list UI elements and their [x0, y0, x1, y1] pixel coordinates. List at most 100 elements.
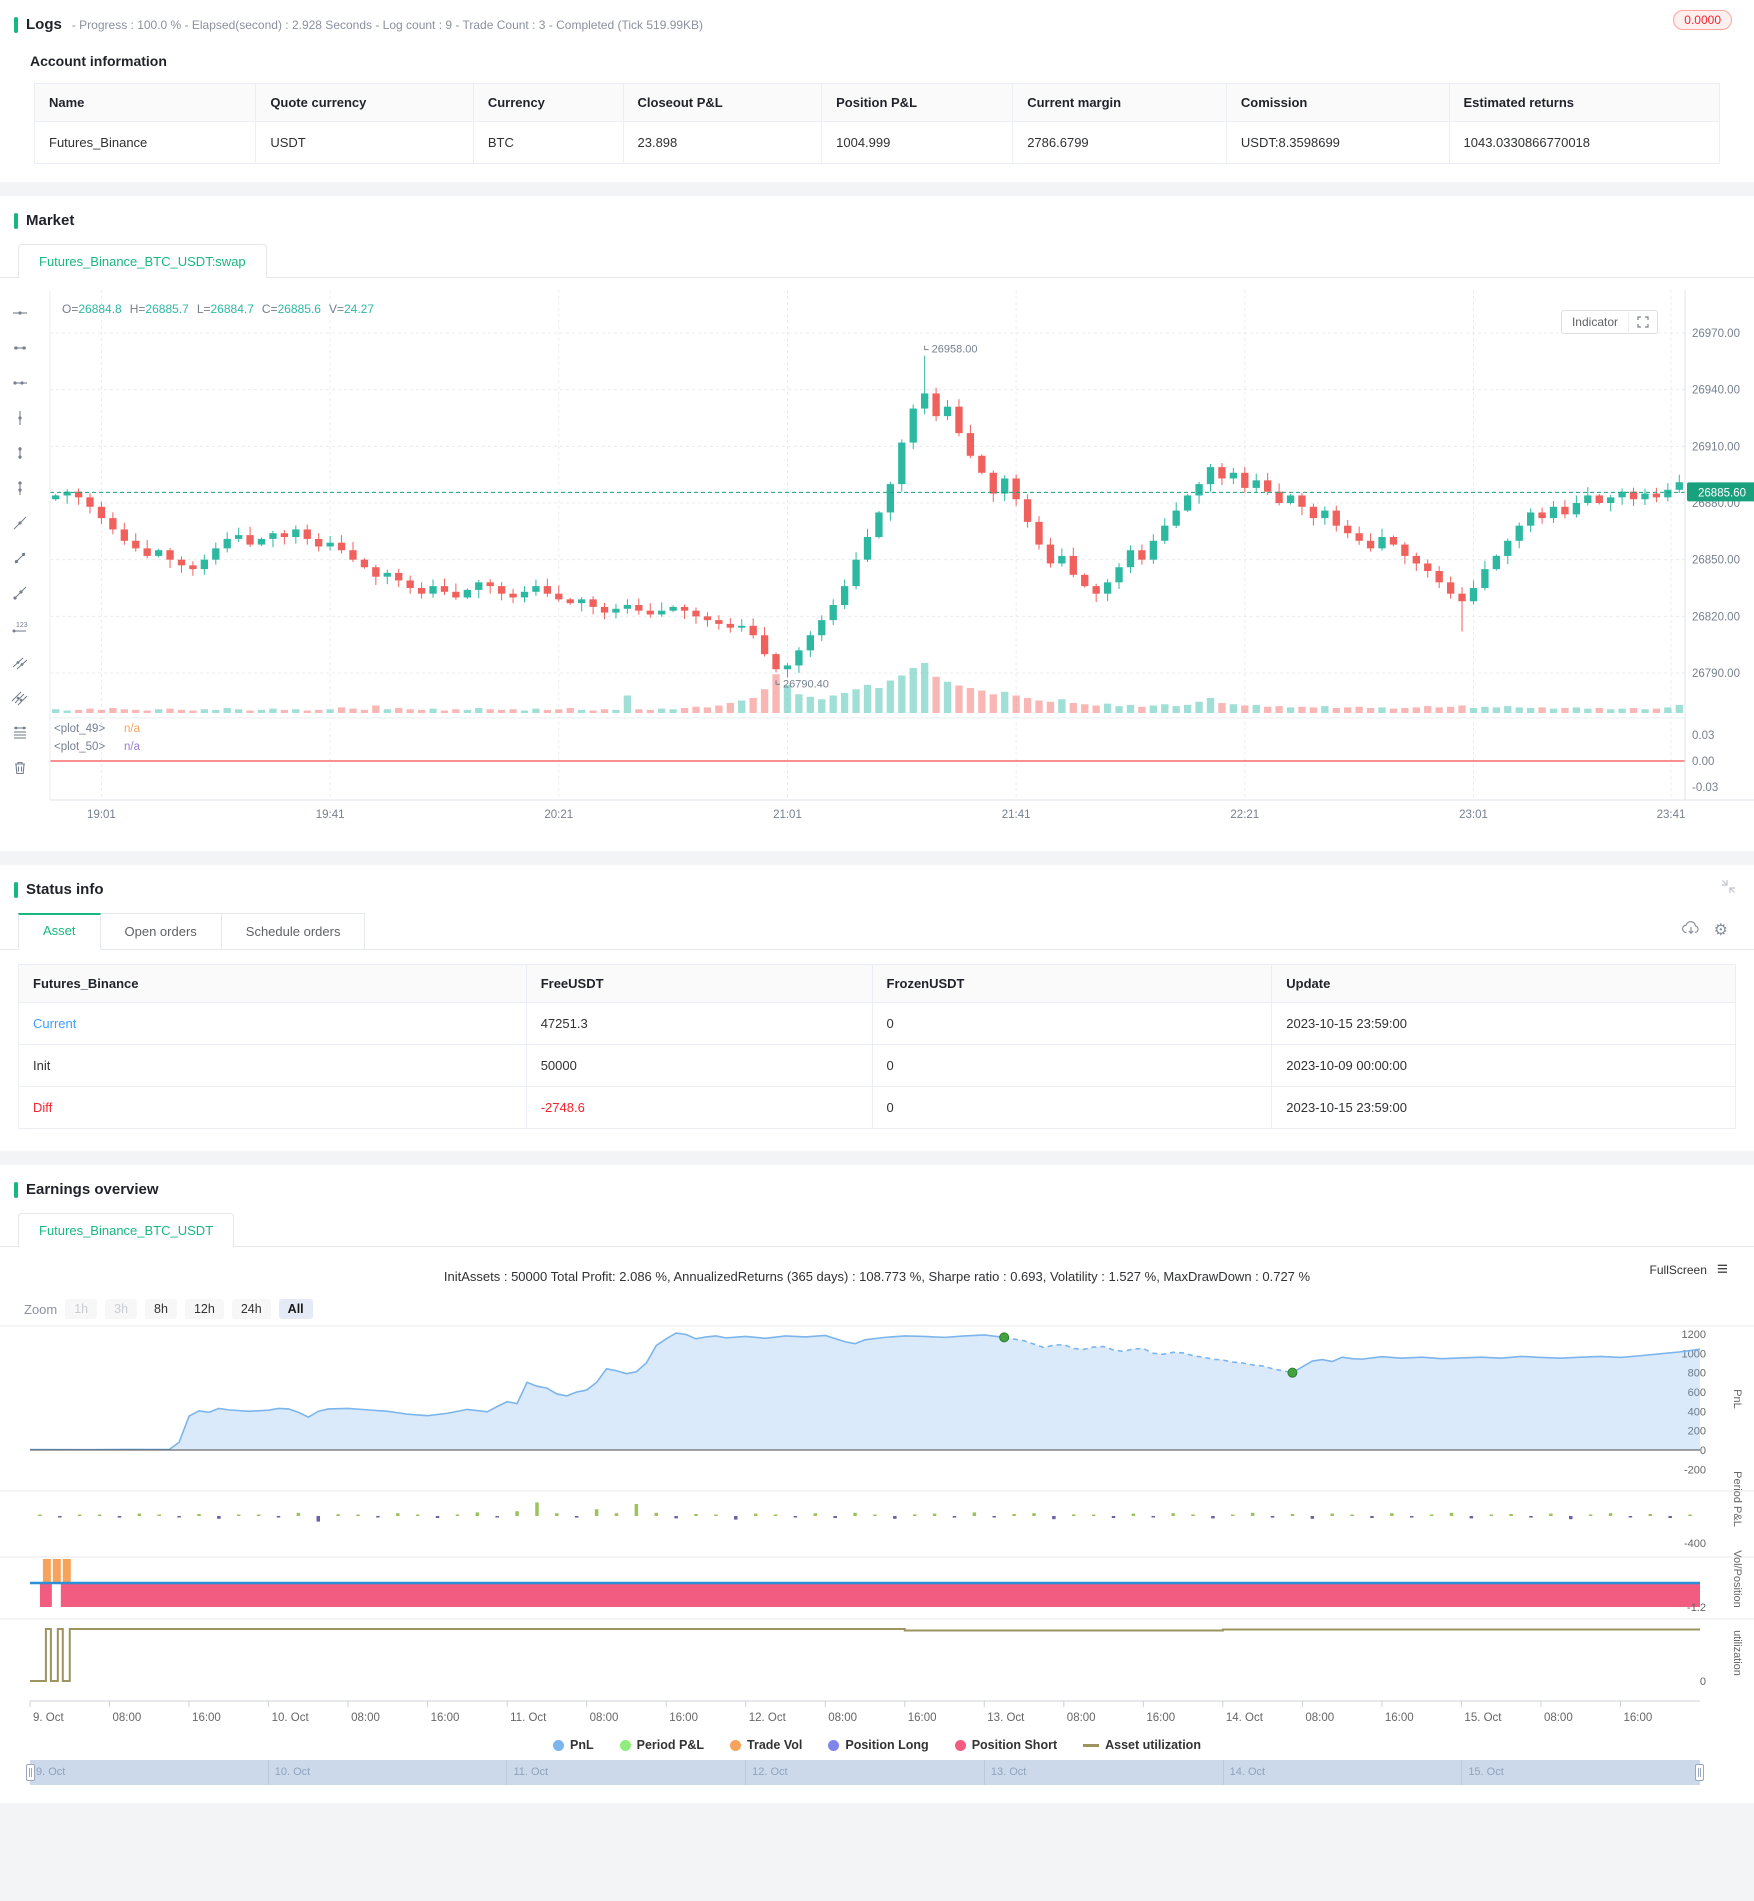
- legend-label: Trade Vol: [747, 1738, 803, 1752]
- tool-horizontal-segment-icon[interactable]: [7, 335, 33, 361]
- tab-asset[interactable]: Asset: [18, 913, 101, 950]
- zoom-8h-button[interactable]: 8h: [145, 1299, 177, 1319]
- tool-horizontal-ray-icon[interactable]: [7, 370, 33, 396]
- zoom-24h-button[interactable]: 24h: [231, 1299, 271, 1319]
- legend-item-asset-utilization[interactable]: Asset utilization: [1083, 1738, 1201, 1752]
- zoom-All-button[interactable]: All: [278, 1299, 313, 1319]
- zoom-3h-button: 3h: [105, 1299, 138, 1319]
- svg-text:14. Oct: 14. Oct: [1226, 1712, 1264, 1724]
- zoom-1h-button: 1h: [65, 1299, 98, 1319]
- account-row: Futures_Binance USDT BTC 23.898 1004.999 2786…: [33, 121, 1720, 164]
- svg-text:08:00: 08:00: [1067, 1712, 1096, 1724]
- tool-horizontal-line-icon[interactable]: [7, 300, 33, 326]
- tool-trend-ray-icon[interactable]: [7, 580, 33, 606]
- account-cell: 1043.0330866770018: [1448, 121, 1720, 164]
- tool-vertical-line-icon[interactable]: [7, 405, 33, 431]
- legend-item-trade-vol[interactable]: Trade Vol: [730, 1738, 802, 1752]
- collapse-icon[interactable]: [1721, 879, 1736, 899]
- tab-schedule-orders[interactable]: Schedule orders: [221, 913, 366, 950]
- svg-text:PnL: PnL: [1731, 1389, 1743, 1409]
- status-row: Diff -2748.6 0 2023-10-15 23:59:00: [18, 1086, 1736, 1129]
- account-header-cell: Position P&L: [821, 83, 1014, 122]
- svg-text:13. Oct: 13. Oct: [987, 1712, 1025, 1724]
- candlestick-chart-area[interactable]: 123 26970.00 26940.00 26910.00 26880.00 2685…: [0, 288, 1754, 833]
- fullscreen-button[interactable]: FullScreen: [1649, 1263, 1707, 1277]
- ohlc-value: 26884.7: [210, 302, 254, 316]
- tab-open-orders[interactable]: Open orders: [100, 913, 222, 950]
- tool-price-label-123-icon[interactable]: 123: [7, 615, 33, 641]
- svg-text:-0.03: -0.03: [1692, 782, 1718, 794]
- svg-text:600: 600: [1688, 1387, 1706, 1399]
- tool-vertical-segment-icon[interactable]: [7, 440, 33, 466]
- svg-text:26850.00: 26850.00: [1692, 555, 1740, 567]
- status-badge: 0.0000: [1673, 10, 1732, 30]
- ohlc-label: L=: [196, 302, 211, 316]
- earnings-symbol-tab[interactable]: Futures_Binance_BTC_USDT: [18, 1213, 235, 1247]
- status-cell: 0: [871, 1086, 1273, 1129]
- status-cell: 2023-10-15 23:59:00: [1271, 1086, 1736, 1129]
- menu-icon[interactable]: ≡: [1716, 1259, 1728, 1280]
- market-symbol-tab[interactable]: Futures_Binance_BTC_USDT:swap: [18, 244, 267, 278]
- ohlc-value: 24.27: [343, 302, 375, 316]
- candlestick-chart[interactable]: 26970.0026940.0026910.0026880.0026850.00…: [40, 288, 1754, 833]
- svg-text:26970.00: 26970.00: [1692, 328, 1740, 340]
- zoom-controls: Zoom 1h 3h 8h 12h 24h All: [24, 1299, 1754, 1319]
- navigator-left-handle[interactable]: [26, 1764, 35, 1781]
- svg-text:-1.2: -1.2: [1687, 1602, 1706, 1614]
- status-cell: 47251.3: [525, 1002, 873, 1045]
- legend-item-position-long[interactable]: Position Long: [828, 1738, 929, 1752]
- legend-label: Position Long: [845, 1738, 929, 1752]
- drawdown-marker: [999, 1332, 1010, 1343]
- range-navigator[interactable]: 9. Oct 10. Oct 11. Oct 12. Oct 13. Oct 14. Oc…: [26, 1760, 1704, 1785]
- account-info-title: Account information: [30, 53, 167, 69]
- section-accent-bar: [14, 1181, 18, 1198]
- legend-item-position-short[interactable]: Position Short: [954, 1738, 1057, 1752]
- legend-item-period-p-l[interactable]: Period P&L: [619, 1738, 704, 1752]
- account-header-cell: Estimated returns: [1448, 83, 1720, 122]
- status-row-label[interactable]: Current: [18, 1002, 527, 1045]
- expand-icon[interactable]: [1628, 312, 1657, 332]
- svg-text:16:00: 16:00: [669, 1712, 698, 1724]
- account-header-cell: Comission: [1225, 83, 1450, 122]
- legend-label: Asset utilization: [1105, 1738, 1201, 1752]
- svg-text:16:00: 16:00: [1623, 1712, 1652, 1724]
- navigator-right-handle[interactable]: [1695, 1764, 1704, 1781]
- legend-dot-swatch: [553, 1739, 565, 1751]
- tool-parallel-segment-icon[interactable]: [7, 650, 33, 676]
- current-price-tag: [1687, 482, 1754, 502]
- legend-dot-swatch: [828, 1739, 840, 1751]
- zoom-12h-button[interactable]: 12h: [184, 1299, 224, 1319]
- status-cell: 0: [871, 1044, 1273, 1087]
- cloud-download-icon[interactable]: [1681, 920, 1700, 941]
- tool-fibonacci-lines-icon[interactable]: [7, 720, 33, 746]
- tool-price-channel-icon[interactable]: [7, 685, 33, 711]
- status-row-label: Diff: [18, 1086, 527, 1129]
- gear-icon[interactable]: ⚙: [1713, 921, 1728, 939]
- navigator-date-cell: 9. Oct: [36, 1766, 66, 1778]
- status-cell: -2748.6: [525, 1086, 873, 1129]
- tool-delete-trash-icon[interactable]: [7, 755, 33, 781]
- tool-vertical-ray-icon[interactable]: [7, 475, 33, 501]
- indicator-button-label[interactable]: Indicator: [1571, 315, 1618, 329]
- svg-text:16:00: 16:00: [908, 1712, 937, 1724]
- svg-text:21:41: 21:41: [1002, 809, 1031, 821]
- legend-item-pnl[interactable]: PnL: [553, 1738, 594, 1752]
- drawing-toolbar: 123: [0, 288, 40, 833]
- navigator-date-cell: 14. Oct: [1222, 1760, 1462, 1785]
- navigator-date-cell: 11. Oct: [506, 1760, 745, 1785]
- svg-text:200: 200: [1688, 1426, 1706, 1438]
- svg-text:16:00: 16:00: [1385, 1712, 1414, 1724]
- svg-text:-400: -400: [1684, 1538, 1706, 1550]
- status-info-section: Status info Asset Open orders Schedule ord…: [0, 865, 1754, 1151]
- account-cell: USDT: [255, 121, 474, 164]
- svg-text:0: 0: [1700, 1676, 1706, 1688]
- ohlc-value: 26885.6: [277, 302, 321, 316]
- svg-text:n/a: n/a: [124, 723, 141, 735]
- svg-text:123: 123: [16, 622, 28, 629]
- indicator-button[interactable]: Indicator: [1560, 310, 1658, 334]
- svg-text:19:01: 19:01: [87, 809, 116, 821]
- account-cell: 2786.6799: [1012, 121, 1227, 164]
- tool-trend-segment-icon[interactable]: [7, 545, 33, 571]
- tool-trend-line-icon[interactable]: [7, 510, 33, 536]
